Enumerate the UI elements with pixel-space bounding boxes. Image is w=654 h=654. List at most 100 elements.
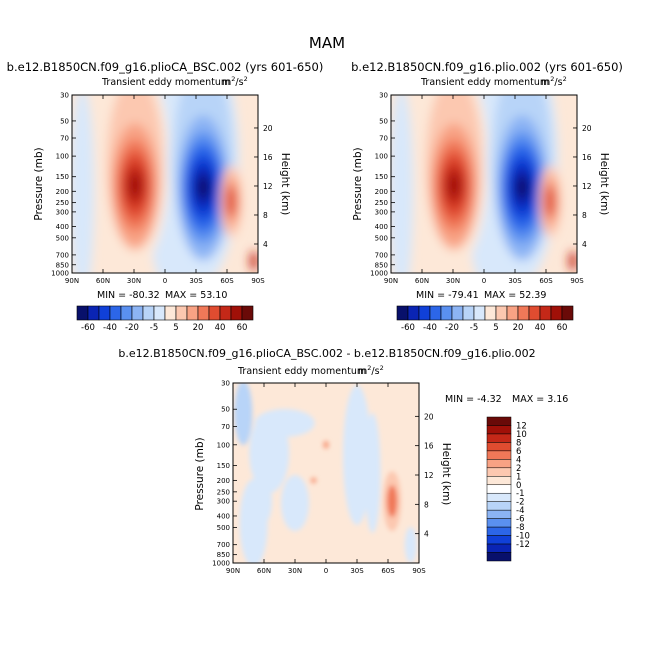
x-tick-label: 60S [539, 277, 553, 285]
z-tick-label: 4 [263, 240, 268, 249]
panel-diff: b.e12.B1850CN.f09_g16.plioCA_BSC.002 - b… [118, 347, 568, 575]
p-tick-label: 200 [56, 188, 69, 196]
p-tick-label: 250 [217, 488, 230, 496]
neg-patch [256, 479, 272, 524]
p-tick-label: 100 [375, 153, 388, 161]
colorbar-label: 4 [516, 455, 521, 465]
x-tick-label: 90N [65, 277, 79, 285]
p-tick-label: 250 [56, 199, 69, 207]
field-blur-group [234, 383, 417, 563]
z-tick-label: 20 [263, 124, 273, 133]
colorbar-label: 12 [516, 421, 527, 431]
x-tick-label: 90N [384, 277, 398, 285]
panel-right-units-exp2: 2 [563, 75, 567, 83]
x-tick-label: 60N [96, 277, 110, 285]
colorbar-cell [486, 484, 512, 494]
neg-patch [404, 527, 417, 563]
panel-diff-units: m2/s2 [358, 364, 384, 377]
colorbar-cell [486, 543, 512, 553]
panel-left-units: m2/s2 [222, 75, 248, 88]
colorbar-label: -20 [445, 323, 459, 333]
colorbar-cell [396, 305, 409, 321]
colorbar-cell [486, 442, 512, 452]
p-tick-label: 300 [56, 208, 69, 216]
colorbar-cell [120, 305, 133, 321]
p-tick-label: 70 [379, 135, 388, 143]
polar-lobe [568, 251, 577, 271]
colorbar-cell [76, 305, 89, 321]
z-tick-label: 4 [582, 240, 587, 249]
p-tick-label: 500 [56, 234, 69, 242]
colorbar-cell [486, 518, 512, 528]
colorbar-label: -5 [470, 323, 478, 333]
z-tick-label: 20 [424, 412, 434, 421]
neg-patch [343, 385, 371, 525]
colorbar-label: 20 [193, 323, 204, 333]
colorbar-cell [486, 433, 512, 443]
panel-diff-units-exp2: 2 [380, 364, 384, 372]
panel-left-title: b.e12.B1850CN.f09_g16.plioCA_BSC.002 (yr… [7, 60, 324, 74]
p-tick-label: 400 [56, 223, 69, 231]
colorbar-label: -60 [81, 323, 95, 333]
z-tick-label: 8 [582, 211, 587, 220]
panel-diff-title: b.e12.B1850CN.f09_g16.plioCA_BSC.002 - b… [118, 347, 535, 360]
panel-diff-axes: 90N 60N 30N 0 30S 60S 90S 30 50 70 100 150 200 250 300… [212, 380, 434, 576]
colorbar-label: 1 [516, 472, 521, 482]
panel-right-units-exp: 2 [550, 75, 554, 83]
panel-right-min: MIN = -79.41 [416, 290, 479, 301]
z-tick-label: 8 [424, 500, 429, 509]
p-tick-label: 700 [217, 541, 230, 549]
colorbar-label: 60 [237, 323, 248, 333]
neg-patch [234, 383, 253, 445]
p-tick-label: 500 [217, 524, 230, 532]
x-tick-label: 30S [189, 277, 203, 285]
colorbar-cell [486, 526, 512, 536]
colorbar-label: -12 [516, 540, 530, 550]
panel-left-axes: 90N 60N 30N 0 30S 60S 90S 30 50 70 100 150 200 250300… [51, 92, 273, 286]
panel-diff-units-exp: 2 [367, 364, 371, 372]
x-tick-label: 30N [288, 567, 302, 575]
x-tick-label: 30S [350, 567, 364, 575]
pos-patch [310, 477, 317, 484]
colorbar-cell [109, 305, 122, 321]
colorbar-cell [561, 305, 574, 321]
colorbar-label: 20 [513, 323, 524, 333]
x-tick-label: 0 [163, 277, 167, 285]
p-tick-label: 1000 [370, 270, 388, 278]
z-tick-label: 12 [582, 182, 592, 191]
colorbar-label: 10 [516, 430, 527, 440]
panel-diff-units-mid: /s [371, 366, 379, 377]
p-tick-label: 850 [217, 551, 230, 559]
panel-left-units-exp2: 2 [244, 75, 248, 83]
colorbar-cell [486, 509, 512, 519]
colorbar-label: -6 [516, 515, 524, 525]
colorbar-cell [486, 535, 512, 545]
x-tick-label: 90S [570, 277, 584, 285]
colorbar-cell [208, 305, 221, 321]
panel-left-units-prefix: m [222, 77, 231, 88]
p-tick-label: 400 [375, 223, 388, 231]
colorbar-cell [98, 305, 111, 321]
z-tick-label: 20 [582, 124, 592, 133]
x-tick-label: 30N [446, 277, 460, 285]
colorbar-label: -10 [516, 532, 530, 542]
panel-diff-ylabel-right: Height (km) [440, 443, 452, 506]
p-tick-label: 30 [60, 92, 69, 100]
colorbar-label: -40 [423, 323, 437, 333]
x-tick-label: 0 [324, 567, 328, 575]
panel-diff-ylabel: Pressure (mb) [194, 437, 206, 510]
x-tick-label: 90S [412, 567, 426, 575]
z-tick-label: 4 [424, 530, 429, 539]
neg-lobe-contour [516, 175, 529, 200]
colorbar-label: -4 [516, 506, 524, 516]
colorbar-label: 5 [493, 323, 498, 333]
colorbar-cell [142, 305, 155, 321]
colorbar-label: 0 [516, 481, 521, 491]
colorbar-cell [473, 305, 486, 321]
pos-lobe-contour [448, 173, 461, 198]
sec-lobe-contour [545, 185, 556, 218]
colorbar-cell [484, 305, 497, 321]
panel-left-colorbar: -60 -40 -20 -5 5 20 40 60 [76, 305, 254, 333]
p-tick-label: 150 [375, 173, 388, 181]
colorbar-label: -1 [516, 489, 524, 499]
